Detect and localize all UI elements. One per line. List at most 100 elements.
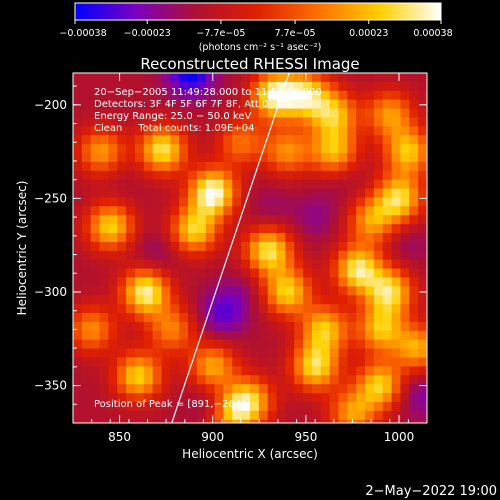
heatmap-cell [81, 295, 92, 305]
heatmap-cell [134, 419, 145, 423]
heatmap-cell [320, 206, 331, 216]
heatmap-cell [320, 117, 331, 127]
heatmap-cell [276, 153, 286, 163]
heatmap-cell [373, 161, 384, 172]
heatmap-cell [196, 286, 207, 296]
heatmap-cell [205, 286, 216, 296]
heatmap-cell [126, 224, 136, 234]
heatmap-cell [382, 339, 393, 350]
heatmap-cell [170, 126, 180, 136]
heatmap-cell [99, 90, 109, 101]
heatmap-cell [108, 286, 118, 296]
heatmap-cell [134, 321, 145, 332]
heatmap-cell [134, 135, 145, 145]
heatmap-cell [303, 99, 313, 110]
heatmap-cell [267, 215, 278, 225]
heatmap-cell [81, 215, 92, 225]
heatmap-cell [382, 206, 393, 216]
heatmap-cell [365, 366, 375, 376]
heatmap-cell [81, 153, 92, 163]
heatmap-cell [294, 108, 304, 119]
heatmap-cell [81, 348, 92, 359]
heatmap-cell [347, 393, 357, 403]
heatmap-cell [409, 393, 419, 403]
heatmap-cell [232, 170, 242, 181]
heatmap-cell [382, 348, 393, 359]
heatmap-cell [294, 348, 304, 359]
heatmap-cell [134, 206, 145, 216]
heatmap-cell [117, 366, 127, 376]
heatmap-cell [258, 215, 269, 225]
heatmap-cell [276, 135, 286, 145]
heatmap-cell [214, 224, 225, 234]
heatmap-cell [285, 117, 295, 127]
heatmap-cell [329, 215, 340, 225]
heatmap-cell [409, 250, 419, 261]
heatmap-cell [391, 179, 402, 190]
heatmap-cell [214, 286, 225, 296]
heatmap-cell [188, 179, 198, 190]
heatmap-cell [117, 313, 127, 323]
heatmap-cell [108, 419, 118, 423]
heatmap-cell [188, 313, 198, 323]
heatmap-cell [99, 73, 109, 83]
heatmap-cell [223, 99, 233, 110]
heatmap-cell [214, 170, 225, 181]
heatmap-cell [267, 224, 278, 234]
heatmap-cell [214, 393, 225, 403]
heatmap-cell [179, 233, 189, 243]
heatmap-cell [400, 81, 410, 92]
heatmap-cell [356, 339, 366, 350]
heatmap-cell [188, 410, 198, 421]
heatmap-cell [108, 401, 118, 412]
heatmap-cell [285, 161, 295, 172]
heatmap-cell [90, 215, 101, 225]
heatmap-cell [99, 321, 109, 332]
heatmap-cell [205, 73, 216, 83]
heatmap-cell [409, 224, 419, 234]
heatmap-cell [179, 259, 189, 270]
heatmap-cell [232, 366, 242, 376]
heatmap-cell [223, 179, 233, 190]
heatmap-cell [365, 197, 375, 207]
heatmap-cell [365, 277, 375, 287]
heatmap-cell [418, 233, 427, 243]
heatmap-cell [285, 90, 295, 101]
heatmap-cell [276, 233, 286, 243]
heatmap-cell [126, 81, 136, 92]
heatmap-cell [373, 321, 384, 332]
heatmap-cell [303, 375, 313, 385]
heatmap-cell [409, 304, 419, 314]
heatmap-cell [188, 286, 198, 296]
heatmap-cell [73, 384, 83, 394]
heatmap-cell [232, 321, 242, 332]
heatmap-cell [223, 126, 233, 136]
heatmap-cell [311, 250, 322, 261]
heatmap-cell [294, 366, 304, 376]
heatmap-cell [188, 295, 198, 305]
heatmap-cell [320, 375, 331, 385]
heatmap-cell [223, 313, 233, 323]
heatmap-cell [90, 268, 101, 279]
heatmap-cell [276, 144, 286, 154]
heatmap-cell [373, 170, 384, 181]
heatmap-cell [338, 224, 348, 234]
heatmap-cell [126, 126, 136, 136]
heatmap-cell [170, 277, 180, 287]
heatmap-cell [143, 179, 154, 190]
heatmap-cell [356, 241, 366, 252]
heatmap-cell [320, 313, 331, 323]
heatmap-cell [320, 348, 331, 359]
heatmap-cell [126, 241, 136, 252]
heatmap-cell [373, 401, 384, 412]
heatmap-cell [276, 348, 286, 359]
heatmap-cell [99, 81, 109, 92]
heatmap-cell [73, 233, 83, 243]
heatmap-cell [373, 313, 384, 323]
heatmap-cell [81, 126, 92, 136]
heatmap-cell [391, 108, 402, 119]
heatmap-cell [108, 348, 118, 359]
heatmap-cell [161, 366, 171, 376]
heatmap-cell [170, 375, 180, 385]
heatmap-cell [81, 393, 92, 403]
